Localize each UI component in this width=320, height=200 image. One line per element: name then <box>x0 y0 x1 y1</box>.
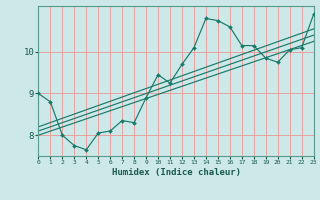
X-axis label: Humidex (Indice chaleur): Humidex (Indice chaleur) <box>111 168 241 177</box>
